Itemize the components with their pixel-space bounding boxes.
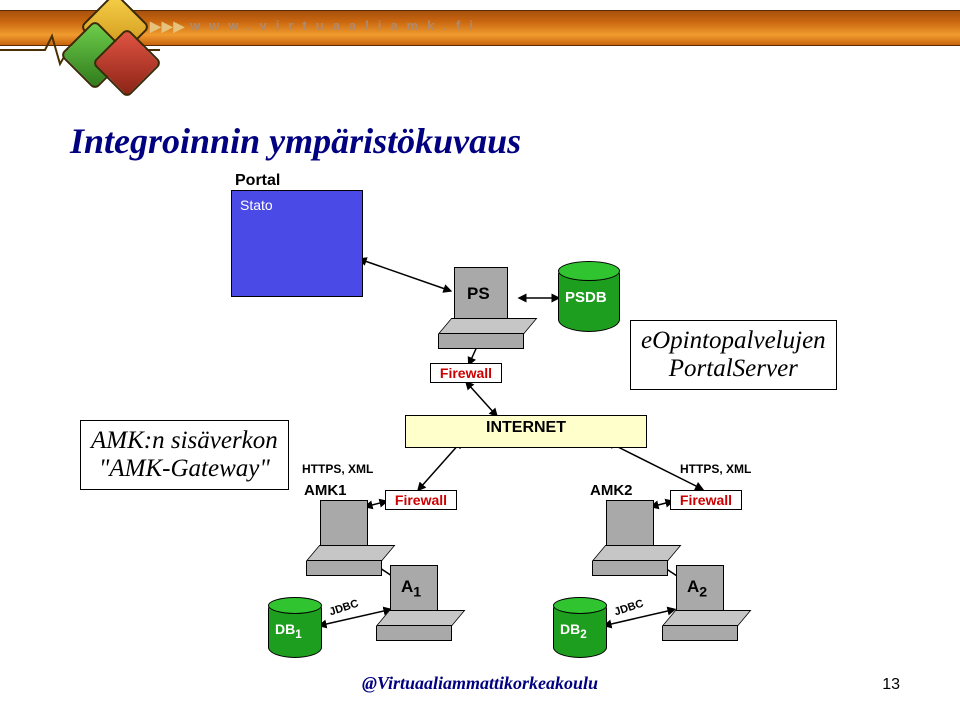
firewall-mid-label: Firewall: [440, 365, 492, 381]
amk2-server-platform: [592, 545, 666, 576]
amk2-label: AMK2: [590, 482, 633, 499]
portal-label: Portal: [235, 172, 280, 190]
a1-sub: 1: [413, 584, 421, 600]
https-left: HTTPS, XML: [302, 462, 373, 476]
firewall-amk1-label: Firewall: [395, 492, 447, 508]
a2-sub: 2: [699, 584, 707, 600]
db1-sub: 1: [295, 628, 301, 641]
page-number: 13: [882, 676, 900, 694]
a1-label: A1: [401, 577, 421, 600]
slide: ▶▶▶ www.virtuaaliamk.fi Integroinnin ymp…: [0, 0, 960, 716]
a2-label: A2: [687, 577, 707, 600]
callout-right: eOpintopalvelujen PortalServer: [630, 320, 837, 390]
db1-letter: DB: [275, 621, 295, 637]
internet-label: INTERNET: [486, 419, 566, 436]
a2-server-platform: [662, 610, 736, 641]
firewall-mid: Firewall: [430, 363, 502, 383]
https-right: HTTPS, XML: [680, 462, 751, 476]
ps-label: PS: [467, 284, 490, 304]
db1-label: DB1: [275, 621, 302, 641]
callout-right-l2: PortalServer: [669, 355, 798, 382]
callout-right-l1: eOpintopalvelujen: [641, 327, 826, 354]
amk2-server-box: [606, 500, 654, 548]
db2-sub: 2: [580, 628, 586, 641]
db2-label: DB2: [560, 621, 587, 641]
firewall-amk2-label: Firewall: [680, 492, 732, 508]
db2-letter: DB: [560, 621, 580, 637]
a1-letter: A: [401, 577, 413, 596]
stato-label: Stato: [240, 197, 273, 213]
portal-box: Stato: [231, 190, 363, 297]
psdb-label: PSDB: [565, 289, 607, 306]
amk1-label: AMK1: [304, 482, 347, 499]
amk1-server-platform: [306, 545, 380, 576]
ps-server-platform: [438, 318, 522, 349]
firewall-amk2: Firewall: [670, 490, 742, 510]
callout-left: AMK:n sisäverkon "AMK-Gateway": [80, 420, 289, 490]
amk1-server-box: [320, 500, 368, 548]
a2-letter: A: [687, 577, 699, 596]
callout-left-l2: "AMK-Gateway": [99, 455, 270, 482]
callout-left-l1: AMK:n sisäverkon: [91, 427, 278, 454]
internet-box: INTERNET: [405, 415, 647, 448]
a1-server-platform: [376, 610, 450, 641]
footer-text: @Virtuaaliammattikorkeakoulu: [0, 673, 960, 694]
firewall-amk1: Firewall: [385, 490, 457, 510]
